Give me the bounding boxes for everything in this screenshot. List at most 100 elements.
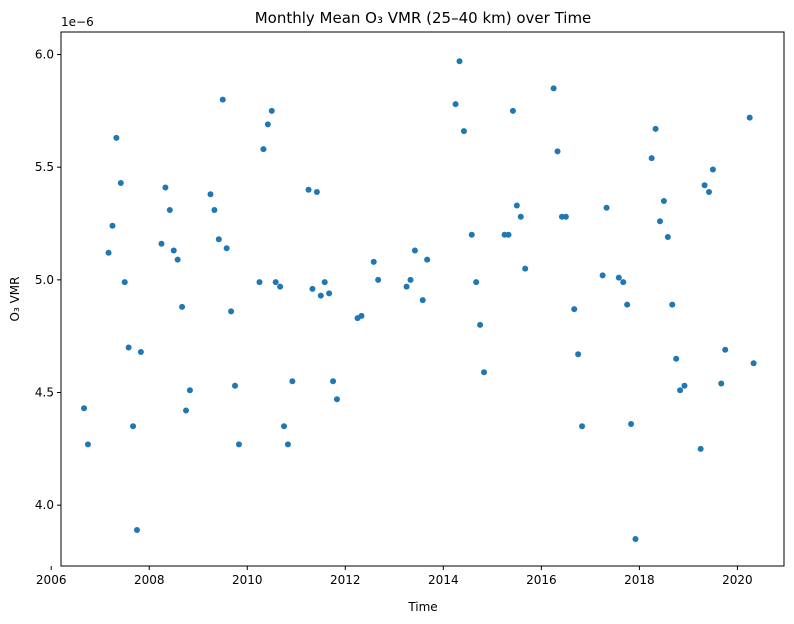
data-point xyxy=(211,207,218,213)
data-point xyxy=(268,107,275,114)
data-point xyxy=(709,166,716,173)
data-point xyxy=(706,188,713,195)
data-point xyxy=(701,182,708,189)
x-tick-label: 2014 xyxy=(428,573,459,587)
data-point xyxy=(681,382,688,389)
plot-frame xyxy=(60,31,785,567)
x-tick-label: 2012 xyxy=(330,573,361,587)
x-axis: 2006 2008 2010 2012 2014 2016 2018 2020 xyxy=(36,566,753,587)
data-point xyxy=(84,441,91,448)
data-point xyxy=(750,360,757,367)
data-point xyxy=(309,285,316,292)
data-point xyxy=(170,247,177,254)
y-axis-label: O₃ VMR xyxy=(8,277,22,322)
chart-title: Monthly Mean O₃ VMR (25–40 km) over Time xyxy=(255,9,592,27)
data-point xyxy=(746,114,753,121)
data-point xyxy=(460,128,467,135)
data-point xyxy=(403,283,410,290)
data-point xyxy=(284,441,291,448)
y-tick-label: 6.0 xyxy=(35,48,54,62)
data-point xyxy=(130,423,137,430)
y-tick-label: 5.5 xyxy=(35,160,54,174)
data-point xyxy=(562,213,569,220)
data-point xyxy=(370,258,377,265)
data-point xyxy=(186,387,193,394)
data-point xyxy=(358,312,365,319)
data-point xyxy=(313,188,320,195)
data-point xyxy=(481,369,488,376)
data-point xyxy=(407,276,414,283)
data-point xyxy=(235,441,242,448)
data-point xyxy=(207,191,214,198)
data-point xyxy=(317,292,324,299)
x-tick-label: 2008 xyxy=(134,573,165,587)
data-point xyxy=(215,236,222,243)
data-point xyxy=(166,207,173,213)
data-point xyxy=(326,290,333,297)
data-point xyxy=(718,380,725,387)
x-tick-label: 2006 xyxy=(36,573,67,587)
data-point xyxy=(277,283,284,290)
data-point xyxy=(505,231,512,238)
data-point xyxy=(579,423,586,430)
data-point xyxy=(571,306,578,313)
data-point xyxy=(620,279,627,286)
x-tick-label: 2010 xyxy=(232,573,263,587)
data-point xyxy=(162,184,169,191)
data-point xyxy=(673,355,680,362)
data-point xyxy=(522,265,529,272)
data-point xyxy=(158,240,165,247)
data-point xyxy=(121,279,128,286)
data-point xyxy=(615,274,622,281)
data-point xyxy=(117,179,124,186)
data-point xyxy=(228,308,235,315)
data-point xyxy=(452,101,459,108)
data-point xyxy=(599,272,606,279)
x-tick-label: 2020 xyxy=(722,573,753,587)
data-point xyxy=(179,303,186,310)
data-point xyxy=(697,445,704,452)
data-point xyxy=(656,218,663,225)
data-point xyxy=(624,301,631,308)
data-point xyxy=(375,276,382,283)
data-point xyxy=(321,279,328,286)
data-points xyxy=(81,58,757,542)
y-tick-label: 4.0 xyxy=(35,498,54,512)
data-point xyxy=(473,279,480,286)
y-tick-label: 5.0 xyxy=(35,273,54,287)
data-point xyxy=(137,348,144,355)
data-point xyxy=(256,279,263,286)
data-point xyxy=(648,155,655,162)
data-point xyxy=(232,382,239,389)
data-point xyxy=(603,204,610,211)
data-point xyxy=(513,202,520,209)
data-point xyxy=(722,346,729,353)
data-point xyxy=(81,405,88,412)
data-point xyxy=(468,231,475,238)
data-point xyxy=(272,279,279,286)
data-point xyxy=(113,134,120,141)
x-tick-label: 2018 xyxy=(624,573,655,587)
data-point xyxy=(477,321,484,328)
data-point xyxy=(281,423,288,430)
data-point xyxy=(125,344,132,351)
data-point xyxy=(424,256,431,263)
data-point xyxy=(669,301,676,308)
data-point xyxy=(652,125,659,132)
data-point xyxy=(664,234,671,241)
x-axis-label: Time xyxy=(407,600,437,614)
data-point xyxy=(509,107,516,114)
data-point xyxy=(182,407,189,414)
data-point xyxy=(554,148,561,155)
x-tick-label: 2016 xyxy=(526,573,557,587)
y-offset-label: 1e−6 xyxy=(61,15,94,29)
data-point xyxy=(333,396,340,403)
data-point xyxy=(575,351,582,358)
data-point xyxy=(264,121,271,128)
plot-area: 2006 2008 2010 2012 2014 2016 2018 2020 4.0 4.5 5… xyxy=(35,31,785,587)
data-point xyxy=(632,535,639,542)
data-point xyxy=(660,197,667,204)
data-point xyxy=(550,85,557,92)
y-axis: 4.0 4.5 5.0 5.5 6.0 xyxy=(35,48,61,512)
